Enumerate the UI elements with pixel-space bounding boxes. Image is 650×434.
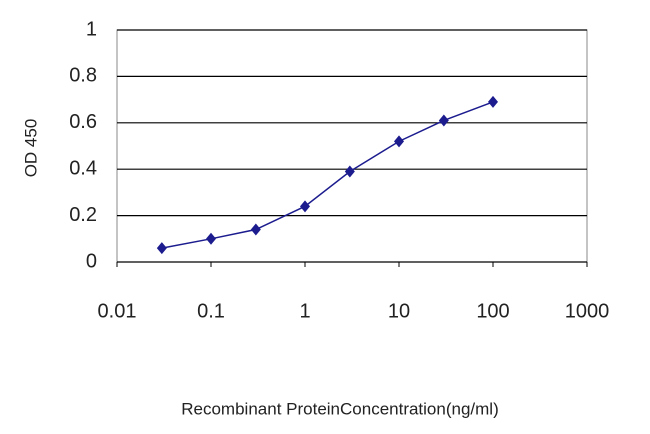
x-tick-label: 1000 <box>565 300 610 322</box>
y-tick-label: 0.8 <box>69 65 97 87</box>
data-point <box>438 114 449 127</box>
x-tick-label: 10 <box>388 300 410 322</box>
y-tick-label: 0.6 <box>69 111 97 133</box>
x-tick-label: 0.1 <box>197 300 225 322</box>
data-point <box>300 200 310 213</box>
data-point <box>250 223 261 236</box>
data-point <box>206 232 216 245</box>
data-point <box>488 95 498 108</box>
data-point <box>156 242 167 255</box>
data-point <box>394 135 404 148</box>
data-line <box>161 101 494 249</box>
x-tick-label: 0.01 <box>98 300 137 322</box>
x-axis-title: Recombinant ProteinConcentration(ng/ml) <box>181 399 499 418</box>
data-point <box>344 165 355 178</box>
y-tick-label: 1 <box>86 18 97 40</box>
plot-area <box>116 29 588 263</box>
y-tick-label: 0 <box>86 250 97 272</box>
x-tick-label: 100 <box>476 300 509 322</box>
y-axis-title: OD 450 <box>21 119 40 178</box>
y-tick-label: 0.2 <box>69 204 97 226</box>
x-tick-label: 1 <box>299 300 310 322</box>
y-tick-label: 0.4 <box>69 157 97 179</box>
